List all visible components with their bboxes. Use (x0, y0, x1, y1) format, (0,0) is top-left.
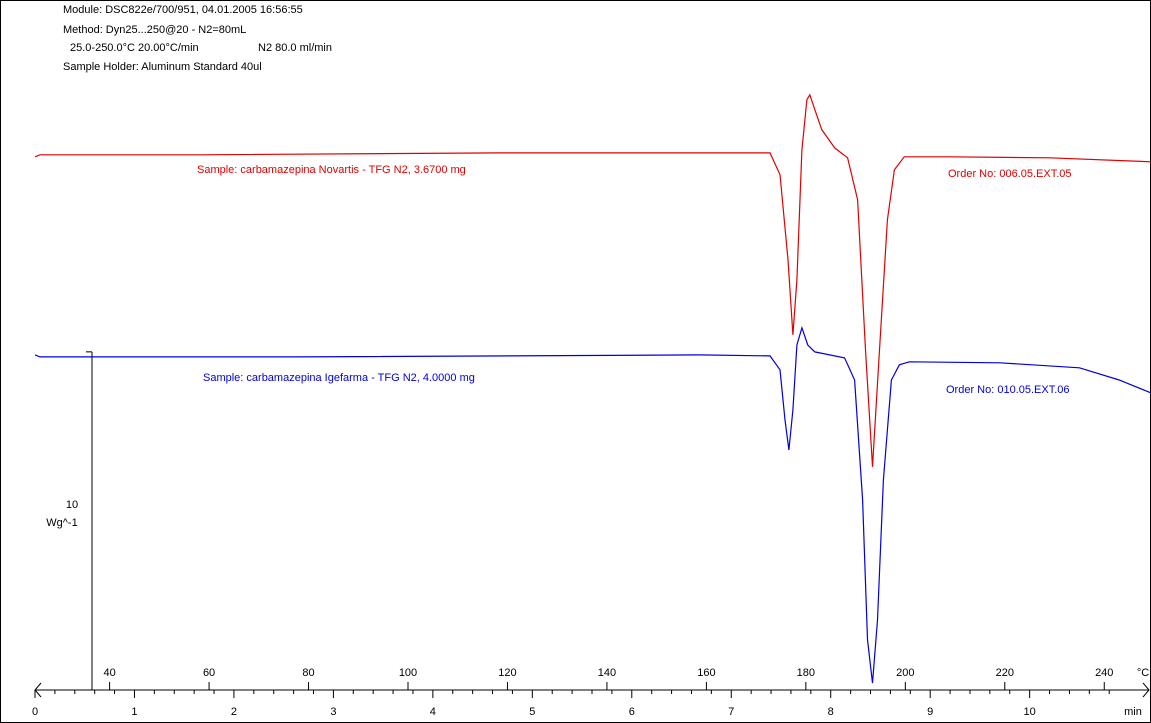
x2-tick-label: 180 (797, 667, 815, 679)
x2-tick-label: 160 (697, 667, 715, 679)
x2-tick-label: 120 (498, 667, 516, 679)
x-tick-label: 9 (927, 706, 933, 718)
header-line: Module: DSC822e/700/951, 04.01.2005 16:5… (63, 4, 303, 16)
order-label: Order No: 006.05.EXT.05 (948, 168, 1072, 180)
x2-unit: °C (1137, 667, 1149, 679)
x-tick-label: 10 (1024, 706, 1036, 718)
x2-tick-label: 100 (399, 667, 417, 679)
x-tick-label: 2 (231, 706, 237, 718)
x-tick-label: 0 (32, 706, 38, 718)
x2-tick-label: 240 (1095, 667, 1113, 679)
x2-tick-label: 140 (598, 667, 616, 679)
x-tick-label: 5 (529, 706, 535, 718)
x2-tick-label: 220 (996, 667, 1014, 679)
x-tick-label: 4 (430, 706, 436, 718)
order-label: Order No: 010.05.EXT.06 (946, 384, 1070, 396)
scale-bar-unit: Wg^-1 (46, 517, 77, 529)
series-line (34, 93, 1151, 467)
x2-tick-label: 80 (302, 667, 314, 679)
x-unit: min (1124, 706, 1142, 718)
header-line: 25.0-250.0°C 20.00°C/min (70, 42, 199, 54)
x2-tick-label: 60 (203, 667, 215, 679)
scale-bar-label: 10 (66, 499, 78, 511)
header-line: Sample Holder: Aluminum Standard 40ul (63, 61, 262, 73)
x-tick-label: 6 (629, 706, 635, 718)
series-line (34, 325, 1151, 684)
x-tick-label: 8 (828, 706, 834, 718)
x2-tick-label: 40 (103, 667, 115, 679)
x2-tick-label: 200 (896, 667, 914, 679)
x-tick-label: 1 (131, 706, 137, 718)
header-line: Method: Dyn25...250@20 - N2=80mL (63, 24, 246, 36)
x-tick-label: 7 (728, 706, 734, 718)
series-label: Sample: carbamazepina Novartis - TFG N2,… (197, 164, 466, 176)
axis-arrow (1142, 682, 1150, 698)
x-tick-label: 3 (330, 706, 336, 718)
series-label: Sample: carbamazepina Igefarma - TFG N2,… (203, 372, 475, 384)
header-line: N2 80.0 ml/min (258, 42, 332, 54)
